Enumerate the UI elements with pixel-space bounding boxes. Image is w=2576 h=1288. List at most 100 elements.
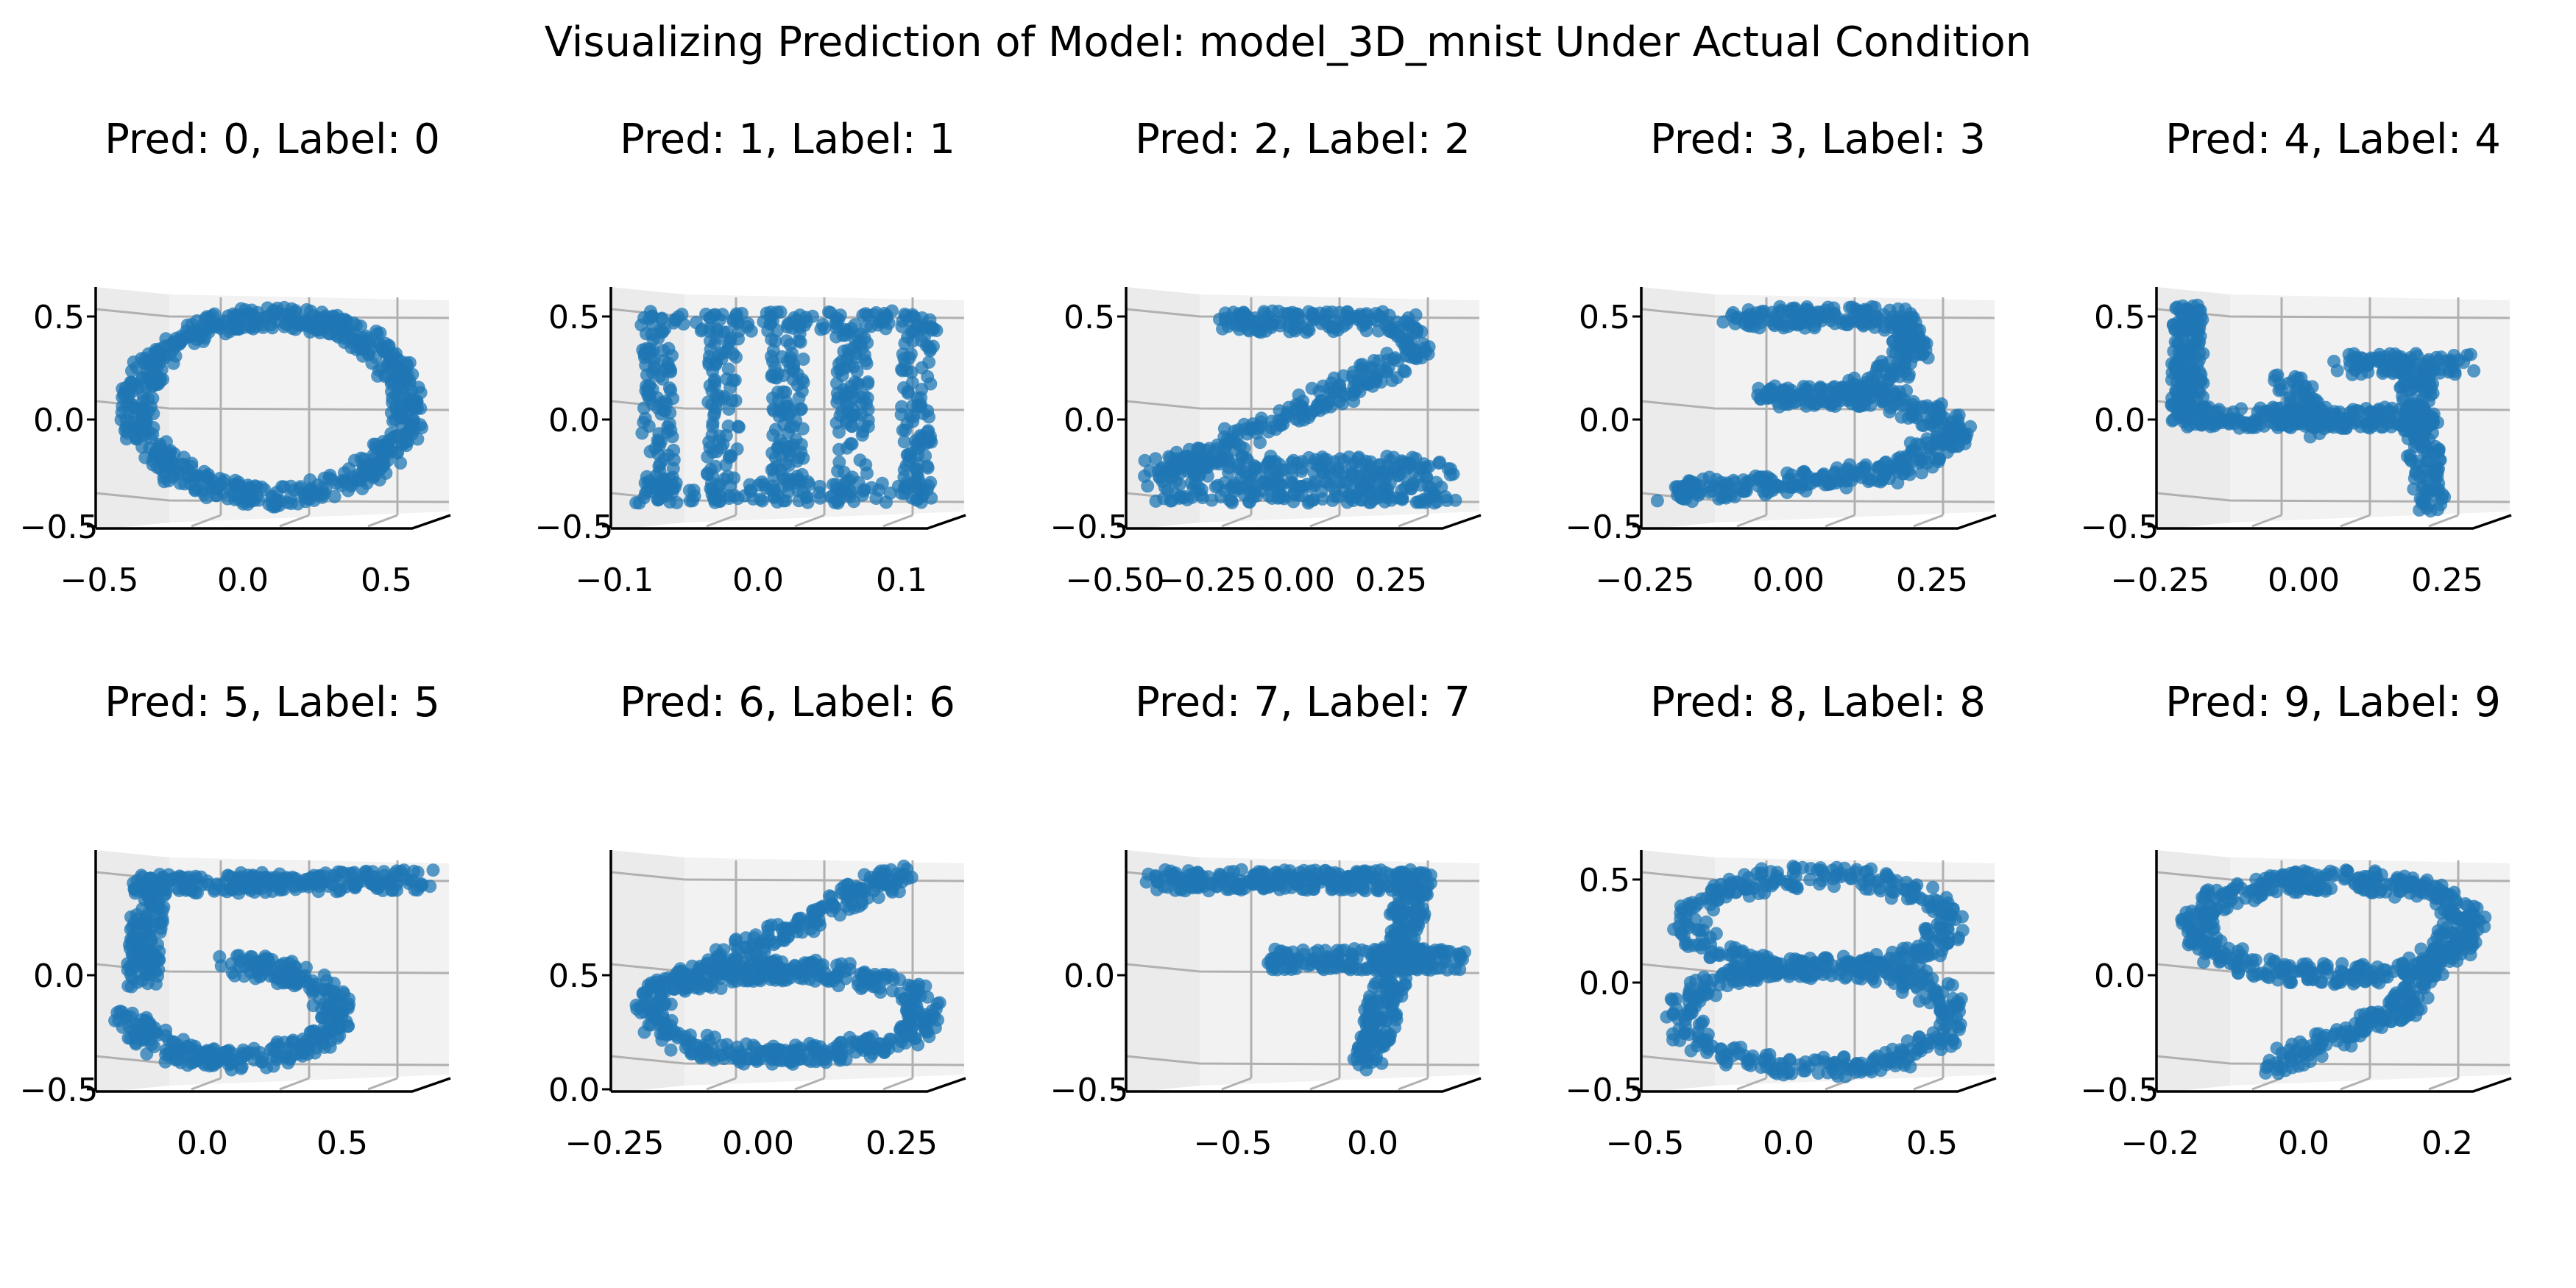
scatter-point <box>1348 384 1362 398</box>
scatter-point <box>836 482 850 496</box>
scatter-point <box>775 350 789 364</box>
scatter-point <box>230 492 244 506</box>
scatter-point <box>287 880 301 894</box>
scatter-point <box>723 331 737 345</box>
x-axis-line <box>96 514 451 530</box>
scatter-point <box>1716 315 1730 329</box>
scatter-point <box>833 308 847 322</box>
subplot-grid: Pred: 0, Label: 00.50.0−0.5−0.5 0.0 0.5Pre… <box>20 116 2512 1162</box>
scatter-point <box>1244 470 1258 484</box>
scatter-point <box>637 1025 651 1039</box>
scatter-point <box>1833 474 1847 488</box>
scatter-point <box>855 428 869 442</box>
scatter-point <box>1162 460 1176 474</box>
scatter-point <box>1227 484 1241 498</box>
scatter-point <box>143 883 157 897</box>
scatter-point <box>138 376 152 390</box>
grid-line <box>367 1077 398 1091</box>
scatter-point <box>391 428 405 442</box>
scatter-point <box>1194 488 1208 502</box>
scatter-point <box>167 447 181 461</box>
scatter-point <box>701 979 715 993</box>
scatter-point <box>375 341 389 355</box>
scatter-point <box>146 428 160 442</box>
scatter-point <box>1253 436 1267 450</box>
scatter-point <box>1398 365 1412 378</box>
scatter-point <box>851 377 865 391</box>
scatter-point <box>1891 452 1905 466</box>
scatter-point <box>221 492 235 506</box>
scatter-point <box>144 934 158 948</box>
grid-line <box>882 1077 913 1091</box>
scatter-point <box>813 486 826 500</box>
scatter-point <box>333 882 347 896</box>
scatter-point <box>402 389 416 403</box>
scatter-point <box>790 454 804 468</box>
grid-line <box>1309 514 1340 528</box>
scatter-point <box>1433 456 1447 469</box>
scatter-point <box>2346 368 2359 381</box>
scatter-point <box>2182 363 2195 377</box>
subplot-title: Pred: 5, Label: 5 <box>105 679 440 726</box>
scatter-point <box>118 386 131 400</box>
scatter-point <box>907 325 921 339</box>
x-tick-label: 0.00 <box>1752 562 1825 599</box>
scatter-point <box>1913 438 1927 452</box>
scatter-point <box>245 950 259 964</box>
scatter-point <box>796 353 810 366</box>
scatter-point <box>360 461 374 475</box>
scatter-point <box>2190 298 2204 312</box>
grid-line <box>1398 514 1429 528</box>
scatter-point <box>1702 470 1716 484</box>
z-tick-label: 0.0 <box>33 402 85 439</box>
scatter-point <box>1800 478 1814 492</box>
scatter-point <box>386 414 400 428</box>
z-tick-label: 0.0 <box>2094 402 2145 439</box>
scatter-point <box>381 874 394 888</box>
scatter-point <box>411 432 425 446</box>
x-tick-label: −0.50 <box>1066 562 1165 599</box>
scatter-point <box>843 963 857 976</box>
scatter-point <box>2427 362 2441 376</box>
scatter-point <box>667 316 681 330</box>
scatter-point <box>1931 401 1945 415</box>
scatter-point <box>718 346 732 359</box>
scatter-point <box>639 486 653 500</box>
scatter-point <box>1372 467 1386 481</box>
scatter-point <box>327 868 340 882</box>
scatter-point <box>683 494 697 508</box>
scatter-point <box>721 362 735 376</box>
scatter-point <box>1194 450 1208 464</box>
scatter-point <box>130 920 144 933</box>
scatter-point <box>657 344 670 358</box>
scatter-point <box>138 352 152 366</box>
scatter-point <box>842 397 856 411</box>
scatter-point <box>1369 307 1383 320</box>
scatter-point <box>319 316 333 330</box>
scatter-point <box>1765 386 1779 400</box>
scatter-point <box>796 375 810 389</box>
scatter-point <box>1830 461 1844 475</box>
scatter-point <box>1874 390 1888 404</box>
scatter-point <box>2412 406 2426 420</box>
scatter-point <box>400 406 414 420</box>
scatter-point <box>299 495 313 509</box>
z-tick-label: −0.5 <box>20 1072 99 1109</box>
scatter-point <box>1777 321 1791 335</box>
scatter-point <box>130 361 144 375</box>
scatter-point <box>632 496 646 510</box>
scatter-point <box>1671 482 1685 496</box>
scatter-point <box>635 426 649 440</box>
scatter-point <box>2178 324 2192 337</box>
scatter-point <box>838 361 852 375</box>
scatter-point <box>344 477 358 491</box>
x-tick-label: −0.25 <box>2111 562 2210 599</box>
grid-line <box>191 514 222 528</box>
scatter-point <box>302 880 316 894</box>
scatter-point <box>1319 308 1333 322</box>
scatter-point <box>2234 402 2248 416</box>
scatter-point <box>901 386 915 400</box>
scatter-point <box>765 446 779 460</box>
scatter-point <box>1200 469 1214 483</box>
scatter-point <box>2351 354 2365 368</box>
